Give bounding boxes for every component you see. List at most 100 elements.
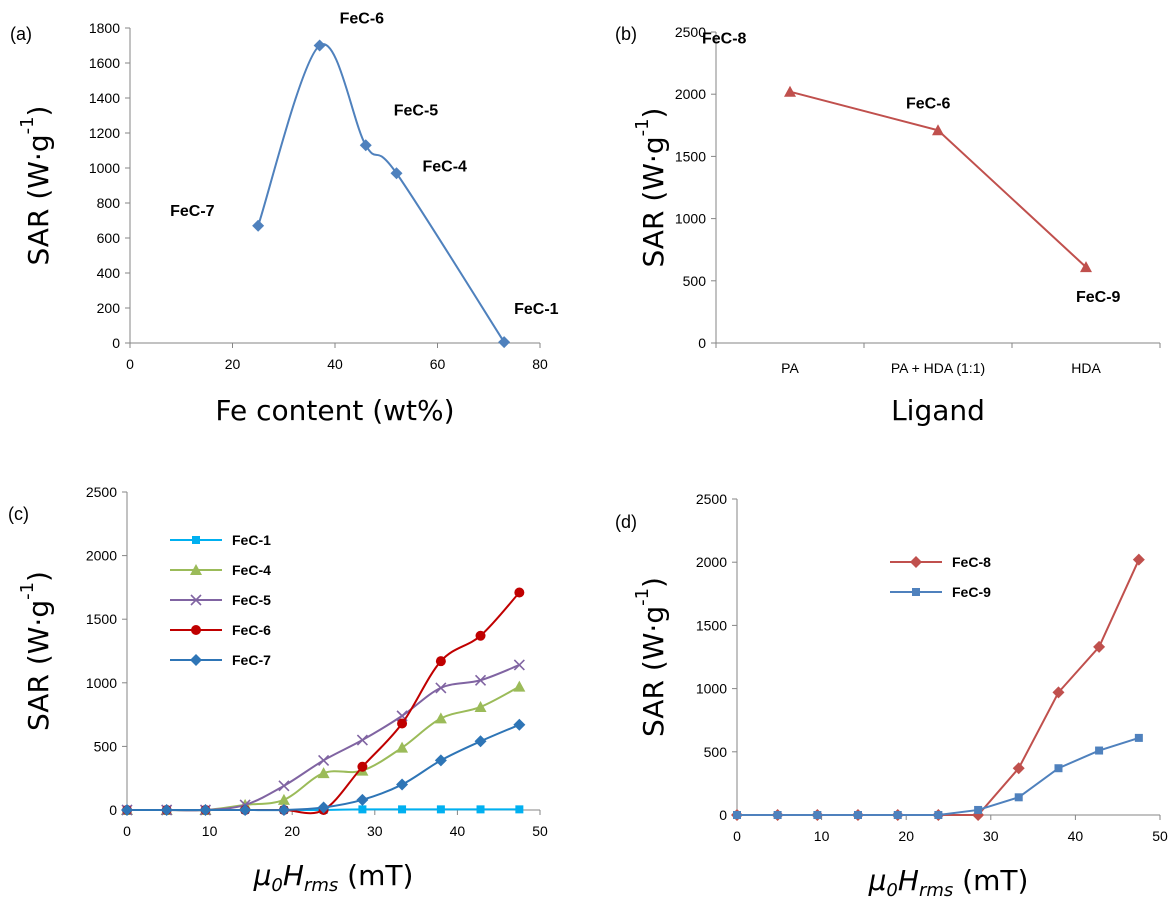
data-point bbox=[474, 674, 487, 686]
y-tick-label: 1500 bbox=[696, 617, 727, 633]
y-tick-label: 600 bbox=[97, 230, 121, 246]
data-point bbox=[974, 805, 983, 814]
ylabel-text: SAR (W·g bbox=[22, 600, 55, 731]
y-tick-label: 200 bbox=[97, 300, 121, 316]
x-tick-label: 0 bbox=[123, 823, 131, 839]
marker-x-stroke bbox=[474, 674, 487, 686]
y-tick-label: 2000 bbox=[696, 554, 727, 570]
ylabel-close: ) bbox=[637, 577, 670, 588]
data-point bbox=[396, 778, 409, 791]
data-point bbox=[160, 804, 173, 816]
data-point bbox=[515, 805, 524, 814]
x-tick-label: 20 bbox=[284, 823, 300, 839]
data-point bbox=[893, 811, 902, 819]
data-point bbox=[121, 804, 133, 816]
data-point bbox=[498, 336, 511, 349]
data-point bbox=[1134, 733, 1143, 742]
x-tick-label: PA bbox=[781, 360, 799, 376]
legend-marker bbox=[910, 556, 922, 568]
data-point bbox=[1095, 746, 1104, 755]
legend-label: FeC-9 bbox=[952, 584, 991, 600]
data-point bbox=[239, 804, 252, 816]
panel-b: (b) 0 500 1000 1500 2000 2500 SAR (W·g-1) PA PA +… bbox=[615, 24, 1161, 427]
y-tick-label: 1000 bbox=[86, 675, 117, 691]
ylabel-text: SAR (W·g bbox=[637, 136, 670, 267]
marker-x-stroke bbox=[278, 780, 290, 792]
ylabel-close: ) bbox=[22, 106, 55, 117]
data-point bbox=[436, 805, 445, 814]
legend-label: FeC-6 bbox=[232, 622, 271, 638]
legend-marker bbox=[192, 536, 200, 544]
data-point bbox=[317, 767, 330, 779]
ylabel-superscript: -1 bbox=[17, 116, 38, 134]
data-point bbox=[813, 811, 822, 819]
marker-x-stroke bbox=[396, 710, 408, 722]
marker-x-stroke bbox=[318, 754, 330, 766]
series-line bbox=[127, 723, 520, 812]
point-label: FeC-4 bbox=[423, 158, 468, 175]
marker-x-stroke bbox=[513, 659, 525, 671]
y-tick-label: 400 bbox=[97, 265, 121, 281]
data-point bbox=[358, 805, 367, 814]
xlabel-sub-0: 0 bbox=[271, 875, 282, 896]
data-point bbox=[513, 680, 526, 692]
ylabel-text: SAR (W·g bbox=[22, 134, 55, 265]
data-point bbox=[277, 804, 290, 816]
series-line bbox=[789, 90, 1087, 268]
legend-label: FeC-8 bbox=[952, 554, 991, 570]
point-label: FeC-7 bbox=[170, 203, 215, 220]
ylabel-close: ) bbox=[637, 108, 670, 119]
y-tick-label: 1400 bbox=[89, 90, 120, 106]
x-tick-label: 50 bbox=[532, 823, 548, 839]
x-tick-label: 50 bbox=[1152, 828, 1168, 844]
data-point bbox=[434, 712, 447, 724]
x-axis-label: μ0Hrms (mT) bbox=[253, 859, 414, 896]
data-point bbox=[313, 39, 326, 52]
legend-marker bbox=[912, 588, 920, 596]
x-tick-label: 80 bbox=[532, 356, 548, 372]
y-axis-label: SAR (W·g-1) bbox=[632, 108, 670, 268]
data-point bbox=[513, 659, 525, 671]
data-point bbox=[317, 801, 330, 814]
data-point bbox=[318, 754, 330, 766]
legend-marker bbox=[190, 594, 202, 606]
legend-label: FeC-5 bbox=[232, 592, 271, 608]
panel-a: (a)020040060080010001200140016001800SAR … bbox=[10, 11, 559, 428]
y-tick-label: 1000 bbox=[696, 681, 727, 697]
y-tick-label: 2000 bbox=[675, 86, 706, 102]
data-point bbox=[513, 718, 526, 731]
xlabel-sub-rms: rms bbox=[919, 880, 953, 899]
x-tick-label: 20 bbox=[225, 356, 241, 372]
xlabel-h: H bbox=[898, 864, 919, 897]
xlabel-h: H bbox=[283, 859, 304, 892]
series-line bbox=[127, 685, 520, 812]
data-point bbox=[199, 804, 212, 816]
y-axis-label: SAR (W·g-1) bbox=[632, 577, 670, 737]
series-line bbox=[737, 559, 1140, 816]
data-point bbox=[390, 167, 403, 180]
point-label: FeC-6 bbox=[340, 11, 385, 28]
data-point bbox=[359, 139, 372, 152]
xlabel-sub-rms: rms bbox=[304, 875, 338, 896]
x-tick-label: 0 bbox=[733, 828, 741, 844]
panel-label: (b) bbox=[615, 24, 637, 44]
panel-label: (c) bbox=[8, 504, 29, 524]
x-tick-label: 30 bbox=[367, 823, 383, 839]
legend-label: FeC-7 bbox=[232, 652, 271, 668]
data-point bbox=[784, 85, 796, 97]
series-line bbox=[127, 591, 521, 815]
data-point bbox=[356, 734, 368, 746]
y-tick-label: 1800 bbox=[89, 20, 120, 36]
y-tick-label: 500 bbox=[704, 744, 728, 760]
data-point bbox=[398, 805, 407, 814]
data-point bbox=[435, 682, 447, 694]
xlabel-sub-0: 0 bbox=[886, 880, 897, 899]
y-tick-label: 2500 bbox=[675, 24, 706, 40]
data-point bbox=[1093, 640, 1106, 653]
ylabel-close: ) bbox=[22, 571, 55, 582]
y-axis-label: SAR (W·g-1) bbox=[17, 571, 55, 731]
xlabel-unit: (mT) bbox=[338, 859, 413, 892]
y-tick-label: 1000 bbox=[89, 160, 120, 176]
